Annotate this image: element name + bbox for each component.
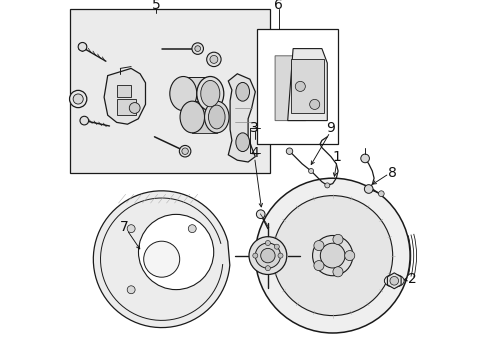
Circle shape bbox=[192, 43, 203, 54]
Circle shape bbox=[127, 225, 135, 233]
Text: 3: 3 bbox=[250, 121, 259, 135]
Bar bbox=[70, 9, 269, 173]
Bar bbox=[117, 85, 131, 97]
Polygon shape bbox=[287, 49, 326, 121]
Circle shape bbox=[285, 148, 292, 154]
Bar bbox=[117, 99, 136, 115]
Bar bbox=[192, 101, 216, 133]
Circle shape bbox=[265, 266, 270, 271]
Text: 5: 5 bbox=[152, 0, 161, 12]
Ellipse shape bbox=[255, 178, 409, 333]
Ellipse shape bbox=[138, 214, 213, 289]
Circle shape bbox=[344, 251, 354, 261]
Bar bbox=[183, 77, 210, 111]
Circle shape bbox=[332, 234, 342, 244]
Bar bbox=[257, 29, 337, 144]
Circle shape bbox=[206, 52, 221, 67]
Ellipse shape bbox=[196, 77, 224, 111]
Ellipse shape bbox=[169, 77, 196, 111]
Polygon shape bbox=[104, 68, 145, 124]
Circle shape bbox=[378, 191, 384, 197]
Circle shape bbox=[313, 240, 324, 251]
Circle shape bbox=[308, 168, 313, 174]
Text: 6: 6 bbox=[274, 0, 283, 12]
Ellipse shape bbox=[272, 195, 392, 316]
Circle shape bbox=[332, 267, 342, 277]
Circle shape bbox=[179, 145, 190, 157]
Ellipse shape bbox=[260, 248, 275, 263]
Circle shape bbox=[360, 154, 368, 163]
Polygon shape bbox=[386, 273, 400, 289]
Ellipse shape bbox=[248, 237, 286, 274]
Circle shape bbox=[295, 81, 305, 91]
Circle shape bbox=[309, 99, 319, 109]
Ellipse shape bbox=[384, 274, 404, 287]
Circle shape bbox=[182, 148, 188, 154]
Circle shape bbox=[364, 185, 372, 193]
Ellipse shape bbox=[208, 105, 224, 129]
Bar bbox=[291, 59, 323, 113]
Circle shape bbox=[73, 94, 83, 104]
Circle shape bbox=[389, 276, 398, 285]
Polygon shape bbox=[228, 74, 255, 162]
Circle shape bbox=[265, 240, 270, 246]
Circle shape bbox=[256, 210, 264, 219]
Ellipse shape bbox=[201, 81, 220, 107]
Polygon shape bbox=[93, 191, 229, 328]
Ellipse shape bbox=[255, 243, 280, 268]
Circle shape bbox=[69, 90, 87, 108]
Ellipse shape bbox=[235, 133, 249, 152]
Text: 9: 9 bbox=[325, 121, 334, 135]
Ellipse shape bbox=[235, 82, 249, 101]
Circle shape bbox=[127, 286, 135, 294]
Text: 2: 2 bbox=[407, 272, 415, 286]
Ellipse shape bbox=[312, 235, 352, 276]
Text: 7: 7 bbox=[119, 220, 128, 234]
Ellipse shape bbox=[180, 101, 204, 133]
Ellipse shape bbox=[143, 241, 179, 277]
Circle shape bbox=[252, 253, 257, 258]
Text: 1: 1 bbox=[332, 150, 341, 163]
Circle shape bbox=[188, 225, 196, 233]
Ellipse shape bbox=[204, 101, 228, 133]
Ellipse shape bbox=[320, 243, 345, 268]
Polygon shape bbox=[275, 56, 305, 121]
Circle shape bbox=[313, 261, 324, 271]
Text: 8: 8 bbox=[387, 166, 396, 180]
Circle shape bbox=[194, 46, 200, 51]
Circle shape bbox=[274, 244, 279, 249]
Circle shape bbox=[324, 183, 329, 188]
Circle shape bbox=[277, 253, 283, 258]
Circle shape bbox=[129, 103, 140, 113]
Circle shape bbox=[209, 55, 218, 63]
Circle shape bbox=[78, 42, 87, 51]
Circle shape bbox=[80, 116, 88, 125]
Text: 4: 4 bbox=[250, 146, 259, 160]
